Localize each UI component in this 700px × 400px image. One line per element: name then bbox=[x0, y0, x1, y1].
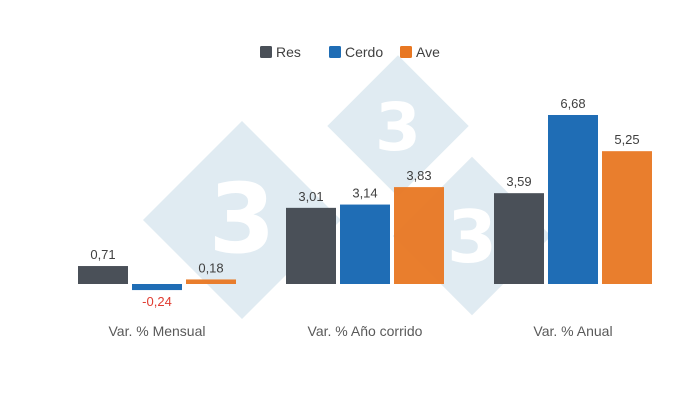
legend-label-cerdo: Cerdo bbox=[345, 44, 383, 60]
legend-label-ave: Ave bbox=[416, 44, 440, 60]
watermark-digit-large: 3 bbox=[209, 163, 276, 275]
legend-label-res: Res bbox=[276, 44, 301, 60]
bar-cerdo-1 bbox=[340, 204, 390, 284]
category-label-1: Var. % Año corrido bbox=[308, 323, 423, 339]
value-label-cerdo-1: 3,14 bbox=[352, 186, 377, 201]
value-label-cerdo-0: -0,24 bbox=[142, 294, 172, 309]
legend-swatch-ave bbox=[400, 46, 412, 58]
value-label-ave-2: 5,25 bbox=[614, 132, 639, 147]
category-axis: Var. % Mensual Var. % Año corrido Var. % A… bbox=[108, 323, 612, 339]
bar-ave-1 bbox=[394, 187, 444, 284]
bar-ave-2 bbox=[602, 151, 652, 284]
bars bbox=[78, 114, 652, 291]
value-label-res-0: 0,71 bbox=[90, 247, 115, 262]
value-label-cerdo-2: 6,68 bbox=[560, 96, 585, 111]
value-label-ave-1: 3,83 bbox=[406, 168, 431, 183]
value-label-res-2: 3,59 bbox=[506, 174, 531, 189]
legend-swatch-cerdo bbox=[329, 46, 341, 58]
bar-ave-0 bbox=[186, 279, 236, 284]
category-label-0: Var. % Mensual bbox=[108, 323, 205, 339]
bar-cerdo-2 bbox=[548, 114, 598, 284]
value-labels: 0,71 -0,24 0,18 3,01 3,14 3,83 3,59 6,68 5,25 bbox=[90, 96, 639, 309]
bar-res-0 bbox=[78, 266, 128, 284]
bar-res-1 bbox=[286, 207, 336, 284]
legend-swatch-res bbox=[260, 46, 272, 58]
bar-res-2 bbox=[494, 193, 544, 284]
bar-cerdo-0 bbox=[132, 284, 182, 291]
value-label-ave-0: 0,18 bbox=[198, 260, 223, 275]
category-label-2: Var. % Anual bbox=[533, 323, 612, 339]
watermark-digit-top: 3 bbox=[375, 89, 421, 166]
legend: Res Cerdo Ave bbox=[260, 44, 440, 60]
watermark-digit-right: 3 bbox=[447, 195, 497, 279]
value-label-res-1: 3,01 bbox=[298, 189, 323, 204]
